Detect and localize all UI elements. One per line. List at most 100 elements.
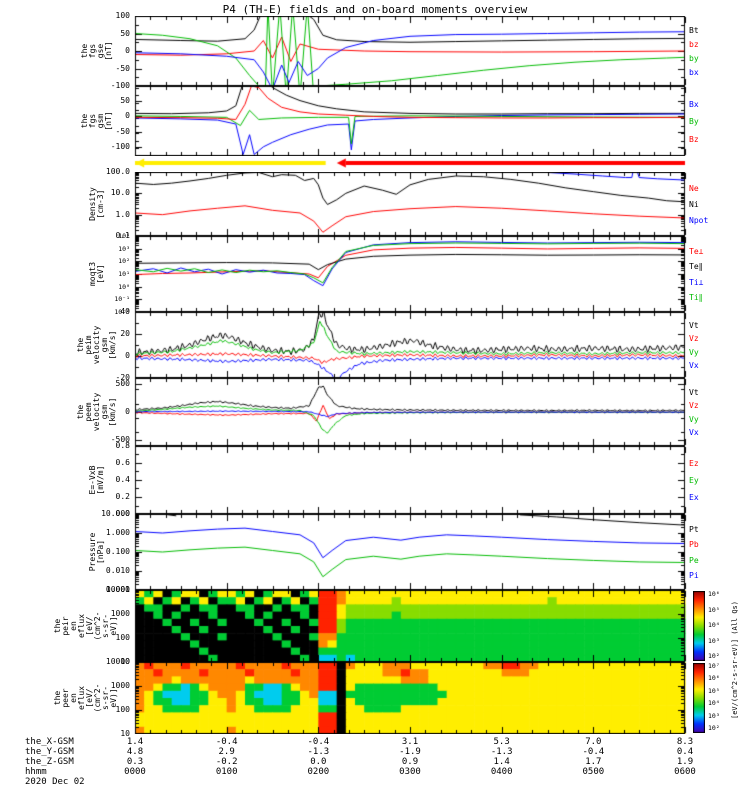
y-tick-label: 100	[115, 11, 130, 20]
bottom-axis-value: 0000	[124, 767, 146, 777]
y-tick-label: 0.010	[105, 566, 130, 575]
y-tick-label: 0.001	[106, 586, 130, 594]
bottom-axis-value: 0600	[674, 767, 696, 777]
bottom-axis-value: 0500	[582, 767, 605, 777]
bottom-axis-value: 1.4	[126, 737, 144, 747]
y-tick-label: 40	[120, 307, 130, 316]
legend-Ti⊥: Ti⊥	[689, 277, 704, 287]
legend-Vy: Vy	[689, 347, 699, 357]
panel-orbit_bar-canvas	[0, 158, 750, 168]
y-tick-label: 100.0	[105, 167, 130, 176]
y-tick-label: 0	[125, 111, 130, 121]
panel-peim_velocity: the peim velocity gsm [km/s]40200-20VtVz…	[0, 308, 750, 382]
legend-Vx: Vx	[689, 428, 699, 438]
panel-fgs_gsm: the fgs gsm [nT] 50 0 -50 -100 Bx By Bz	[0, 86, 750, 156]
legend-Ez: Ez	[689, 459, 699, 468]
legend-By: By	[689, 117, 699, 126]
colorbar-tick-label: 10⁴	[708, 699, 720, 708]
y-tick-label: 10⁴	[118, 232, 130, 240]
y-tick-label: 1.000	[105, 528, 130, 537]
y-tick-label: 0.4	[115, 475, 130, 484]
legend-Pe: Pe	[689, 555, 699, 565]
bottom-axis-value: 0300	[399, 767, 421, 777]
legend-Pi: Pi	[689, 570, 699, 580]
y-tick-label: 10⁰	[118, 282, 130, 291]
bottom-axis-value: 0.0	[310, 757, 327, 767]
legend-Ne: Ne	[689, 184, 699, 193]
colorbar-tick-label: 10⁵	[708, 605, 720, 614]
bottom-axis-value: -0.4	[307, 737, 330, 747]
legend-Te∥: Te∥	[689, 262, 703, 272]
bottom-axis-value: 0400	[490, 767, 513, 777]
y-tick-label: 1000	[110, 609, 130, 618]
y-tick-label: -100	[110, 141, 130, 151]
bottom-axis-value: 8.3	[676, 737, 694, 747]
panel-peem_velocity: the peem velocity gsm [km/s] 500 0 -500 Vt Vz…	[0, 378, 750, 446]
bottom-axis-value: -1.9	[399, 747, 421, 757]
panel-moqt3-canvas	[0, 236, 750, 312]
y-tick-label: 1000	[110, 681, 130, 690]
bottom-axis-value: 1.4	[493, 757, 510, 767]
legend-Vx: Vx	[689, 360, 699, 370]
colorbar-tick-label: 10⁶	[708, 590, 720, 598]
y-tick-label: 0.2	[115, 492, 130, 501]
panel-peer_eflux-canvas	[0, 662, 750, 734]
legend-Npot: Npot	[689, 216, 709, 225]
bottom-axis-value: 3.1	[401, 737, 419, 747]
panel-efield: E=-VxB [mV/m]0.80.60.40.20.0EzEyEx	[0, 442, 750, 518]
y-tick-label: -100	[111, 82, 130, 90]
y-tick-label: 0.100	[105, 547, 130, 556]
panel-efield-canvas	[0, 446, 750, 514]
bottom-axis-value: -0.4	[215, 737, 238, 747]
y-tick-label: 10	[120, 729, 130, 738]
bottom-axis-value: 0.3	[126, 757, 144, 767]
legend-Bx: Bx	[689, 99, 699, 109]
colorbar-tick-label: 10⁶	[708, 674, 720, 683]
bottom-axis-value: -0.2	[215, 757, 238, 767]
legend-Pb: Pb	[689, 540, 699, 550]
bottom-row-label: the_X-GSM	[25, 737, 74, 747]
y-tick-label: -500	[110, 435, 130, 445]
colorbar-tick-label: 10⁷	[708, 662, 720, 670]
y-tick-label: 50	[120, 28, 130, 38]
colorbar-tick-label: 10³	[708, 636, 720, 645]
panel-density-canvas	[0, 172, 750, 236]
y-tick-label: 10000	[105, 657, 130, 666]
y-tick-label: 10.0	[110, 188, 130, 198]
y-tick-label: 10²	[118, 257, 130, 266]
panel-pressure-canvas	[0, 514, 750, 590]
legend-Bt: Bt	[689, 26, 699, 35]
bottom-row-label: hhmm	[25, 767, 47, 777]
legend-Vy: Vy	[689, 414, 699, 424]
bottom-axis-value: 0.9	[401, 757, 419, 767]
y-tick-label: 10¹	[118, 270, 130, 278]
legend-Vz: Vz	[689, 401, 699, 411]
bottom-axis-value: -1.3	[490, 747, 513, 757]
y-tick-label: 0.1	[116, 232, 130, 240]
colorbar-axis-label: [eV/(cm^2-s-sr-eV)] (All Qs)	[731, 601, 739, 720]
colorbar	[693, 663, 705, 733]
legend-Vt: Vt	[689, 387, 699, 397]
panel-peer_eflux: the peer en eflux [eV/ (cm^2- s-sr- eV)]…	[0, 658, 750, 738]
y-tick-label: 100	[115, 705, 130, 714]
colorbar	[693, 591, 705, 661]
bottom-axis-value: 1.9	[676, 757, 694, 767]
legend-Te⊥: Te⊥	[689, 247, 704, 257]
bottom-axis-value: 5.3	[493, 737, 510, 747]
legend-Ex: Ex	[689, 493, 699, 502]
colorbar-tick-label: 10⁵	[708, 686, 720, 695]
y-tick-label: -20	[116, 374, 130, 382]
panel-orbit_bar	[0, 158, 750, 168]
y-tick-label: 0.0	[116, 510, 130, 518]
y-tick-label: 0.6	[115, 458, 130, 467]
bottom-row-label: the_Z-GSM	[25, 757, 74, 767]
legend-Ni: Ni	[689, 200, 699, 209]
bottom-axis-value: 0200	[307, 767, 330, 777]
bottom-axis-value: -1.3	[307, 747, 330, 757]
legend-Vt: Vt	[689, 321, 699, 331]
y-tick-label: 10³	[118, 244, 130, 253]
legend-bz: bz	[689, 40, 699, 49]
y-tick-label: 20	[120, 329, 130, 338]
